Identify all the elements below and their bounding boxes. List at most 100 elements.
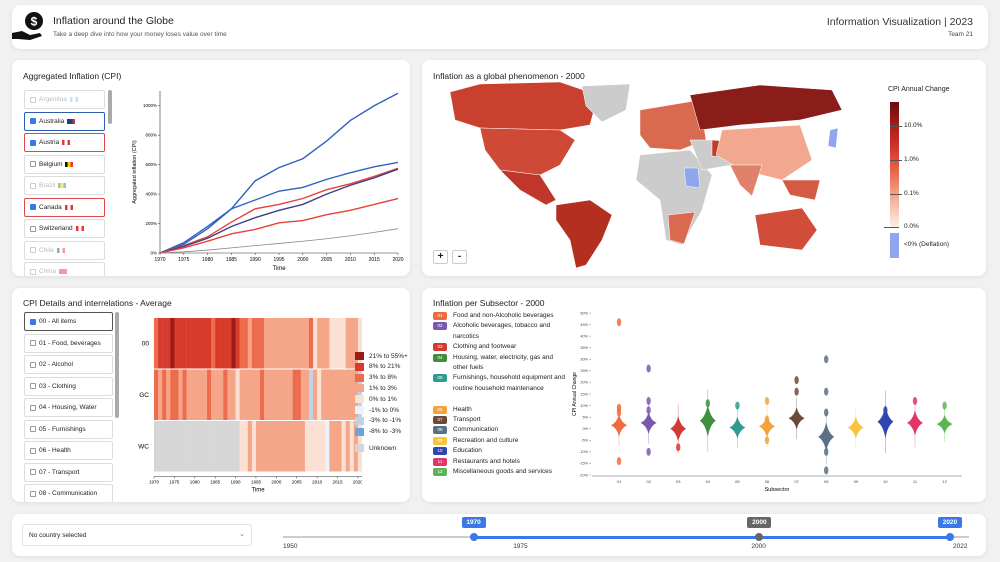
legend-tick <box>890 126 902 127</box>
zoom-out-button[interactable]: - <box>452 250 467 264</box>
heatmap-cell <box>317 369 322 420</box>
checkbox[interactable] <box>30 447 36 454</box>
cpi-list-scrollbar[interactable] <box>115 312 119 418</box>
checkbox[interactable] <box>30 139 36 146</box>
checkbox[interactable] <box>30 118 36 124</box>
country-item[interactable]: Argentina <box>24 90 105 109</box>
heatmap-cell <box>247 369 253 420</box>
heatmap-cell <box>308 318 314 369</box>
legend-entry: 3% to 8% <box>355 373 397 382</box>
heatmap-cell <box>239 421 244 472</box>
heatmap-cell <box>333 421 338 472</box>
checkbox[interactable] <box>30 318 36 325</box>
subsector-legend-item: 08 Communication <box>433 425 568 435</box>
heatmap-cell <box>337 318 342 369</box>
country-item[interactable]: Switzerland <box>24 219 105 238</box>
checkbox[interactable] <box>30 404 36 411</box>
cpi-category-label: 06 - Health <box>39 447 71 454</box>
y-tick-label: 0% <box>583 427 589 431</box>
country-item[interactable]: Austria <box>24 133 105 152</box>
subsector-legend-item: 02 Alcoholic beverages, tobacco and narco… <box>433 321 568 342</box>
subsector-legend-item: 05 Furnishings, household equipment and r… <box>433 373 568 394</box>
flag-icon <box>75 226 84 231</box>
checkbox[interactable] <box>30 161 36 167</box>
cpi-category-item[interactable]: 00 - All items <box>24 312 113 331</box>
slider-tick-label: 1975 <box>513 543 528 550</box>
cpi-category-item[interactable]: 06 - Health <box>24 441 113 460</box>
cpi-category-item[interactable]: 08 - Communication <box>24 484 113 502</box>
x-tick-label: 2000 <box>297 257 308 263</box>
checkbox[interactable] <box>30 182 36 189</box>
x-tick-label: 2015 <box>369 257 380 263</box>
checkbox[interactable] <box>30 361 36 368</box>
country-item[interactable]: Australia <box>24 111 105 131</box>
slider-handle-current[interactable] <box>755 533 764 541</box>
cpi-category-item[interactable]: 05 - Furnishings <box>24 419 113 439</box>
cpi-category-item[interactable]: 02 - Alcohol <box>24 355 113 374</box>
heatmap-cell <box>239 369 244 420</box>
slider-end-label: 2020 <box>937 517 962 528</box>
x-tick-label: 1985 <box>210 480 221 485</box>
checkbox[interactable] <box>30 340 36 346</box>
subsector-label: Communication <box>453 426 499 434</box>
x-tick-label: 1970 <box>154 257 165 263</box>
country-item[interactable]: Belgium <box>24 154 105 174</box>
country-item[interactable]: Canada <box>24 197 105 217</box>
country-africa-south <box>667 211 696 245</box>
flag-icon <box>67 118 76 124</box>
legend-label: -1% to 0% <box>369 406 399 414</box>
heatmap-cell <box>219 318 224 369</box>
country-name: Belgium <box>39 160 63 168</box>
violin-outlier <box>794 387 799 396</box>
cpi-category-list[interactable]: 00 - All items 01 - Food, beverages 02 - A… <box>24 312 114 502</box>
heatmap-cell <box>170 318 175 369</box>
subsector-badge: 04 <box>433 353 447 362</box>
cpi-category-item[interactable]: 07 - Transport <box>24 462 113 482</box>
cpi-category-item[interactable]: 03 - Clothing <box>24 376 113 396</box>
checkbox[interactable] <box>30 383 36 389</box>
slider-handle-end[interactable] <box>945 533 954 541</box>
country-item[interactable]: Chile <box>24 240 105 260</box>
country-mexico <box>499 169 557 206</box>
heatmap-cell <box>170 421 175 472</box>
checkbox[interactable] <box>30 204 36 210</box>
country-list[interactable]: Argentina Australia Austria Belgium Brazil Ca… <box>24 90 106 276</box>
legend-tick-label: 0.0% <box>904 223 919 230</box>
country-select[interactable]: No country selected ⌄ <box>22 524 252 546</box>
checkbox[interactable] <box>30 96 36 103</box>
checkbox[interactable] <box>30 426 36 432</box>
cpi-category-item[interactable]: 01 - Food, beverages <box>24 333 113 353</box>
series-line <box>159 161 399 254</box>
subsector-badge: 12 <box>433 468 447 476</box>
world-map[interactable] <box>422 60 872 276</box>
violin-outlier <box>764 396 770 405</box>
heatmap-cell <box>280 318 285 369</box>
checkbox[interactable] <box>30 490 36 497</box>
country-item[interactable]: Brazil <box>24 176 105 195</box>
footer-controls: No country selected ⌄ 1970 2000 2020 1950 19… <box>12 514 986 556</box>
legend-label: -3% to -1% <box>369 417 402 425</box>
cpi-category-item[interactable]: 04 - Housing, Water <box>24 398 113 417</box>
violin-outlier <box>824 355 829 364</box>
checkbox[interactable] <box>30 225 36 232</box>
checkbox[interactable] <box>30 469 36 475</box>
heatmap-cell <box>251 318 257 369</box>
country-list-scrollbar[interactable] <box>108 90 112 124</box>
flag-icon <box>69 97 78 102</box>
zoom-in-button[interactable]: + <box>433 250 448 264</box>
legend-tick-label: 10.0% <box>904 122 923 129</box>
heatmap-cell <box>198 369 204 420</box>
row-label: WC <box>138 443 149 450</box>
heatmap-cell <box>353 318 359 369</box>
checkbox[interactable] <box>30 247 36 253</box>
subsector-badge: 07 <box>433 416 447 424</box>
country-item[interactable]: China <box>24 262 105 276</box>
heatmap-cell <box>166 421 171 472</box>
checkbox[interactable] <box>30 268 36 275</box>
heatmap-cell <box>357 369 362 420</box>
heatmap-cell <box>154 318 159 369</box>
heatmap-cell <box>292 421 297 472</box>
slider-handle-start[interactable] <box>469 533 478 541</box>
cpi-category-label: 04 - Housing, Water <box>39 404 97 411</box>
course-title: Information Visualization | 2023 <box>826 16 973 28</box>
